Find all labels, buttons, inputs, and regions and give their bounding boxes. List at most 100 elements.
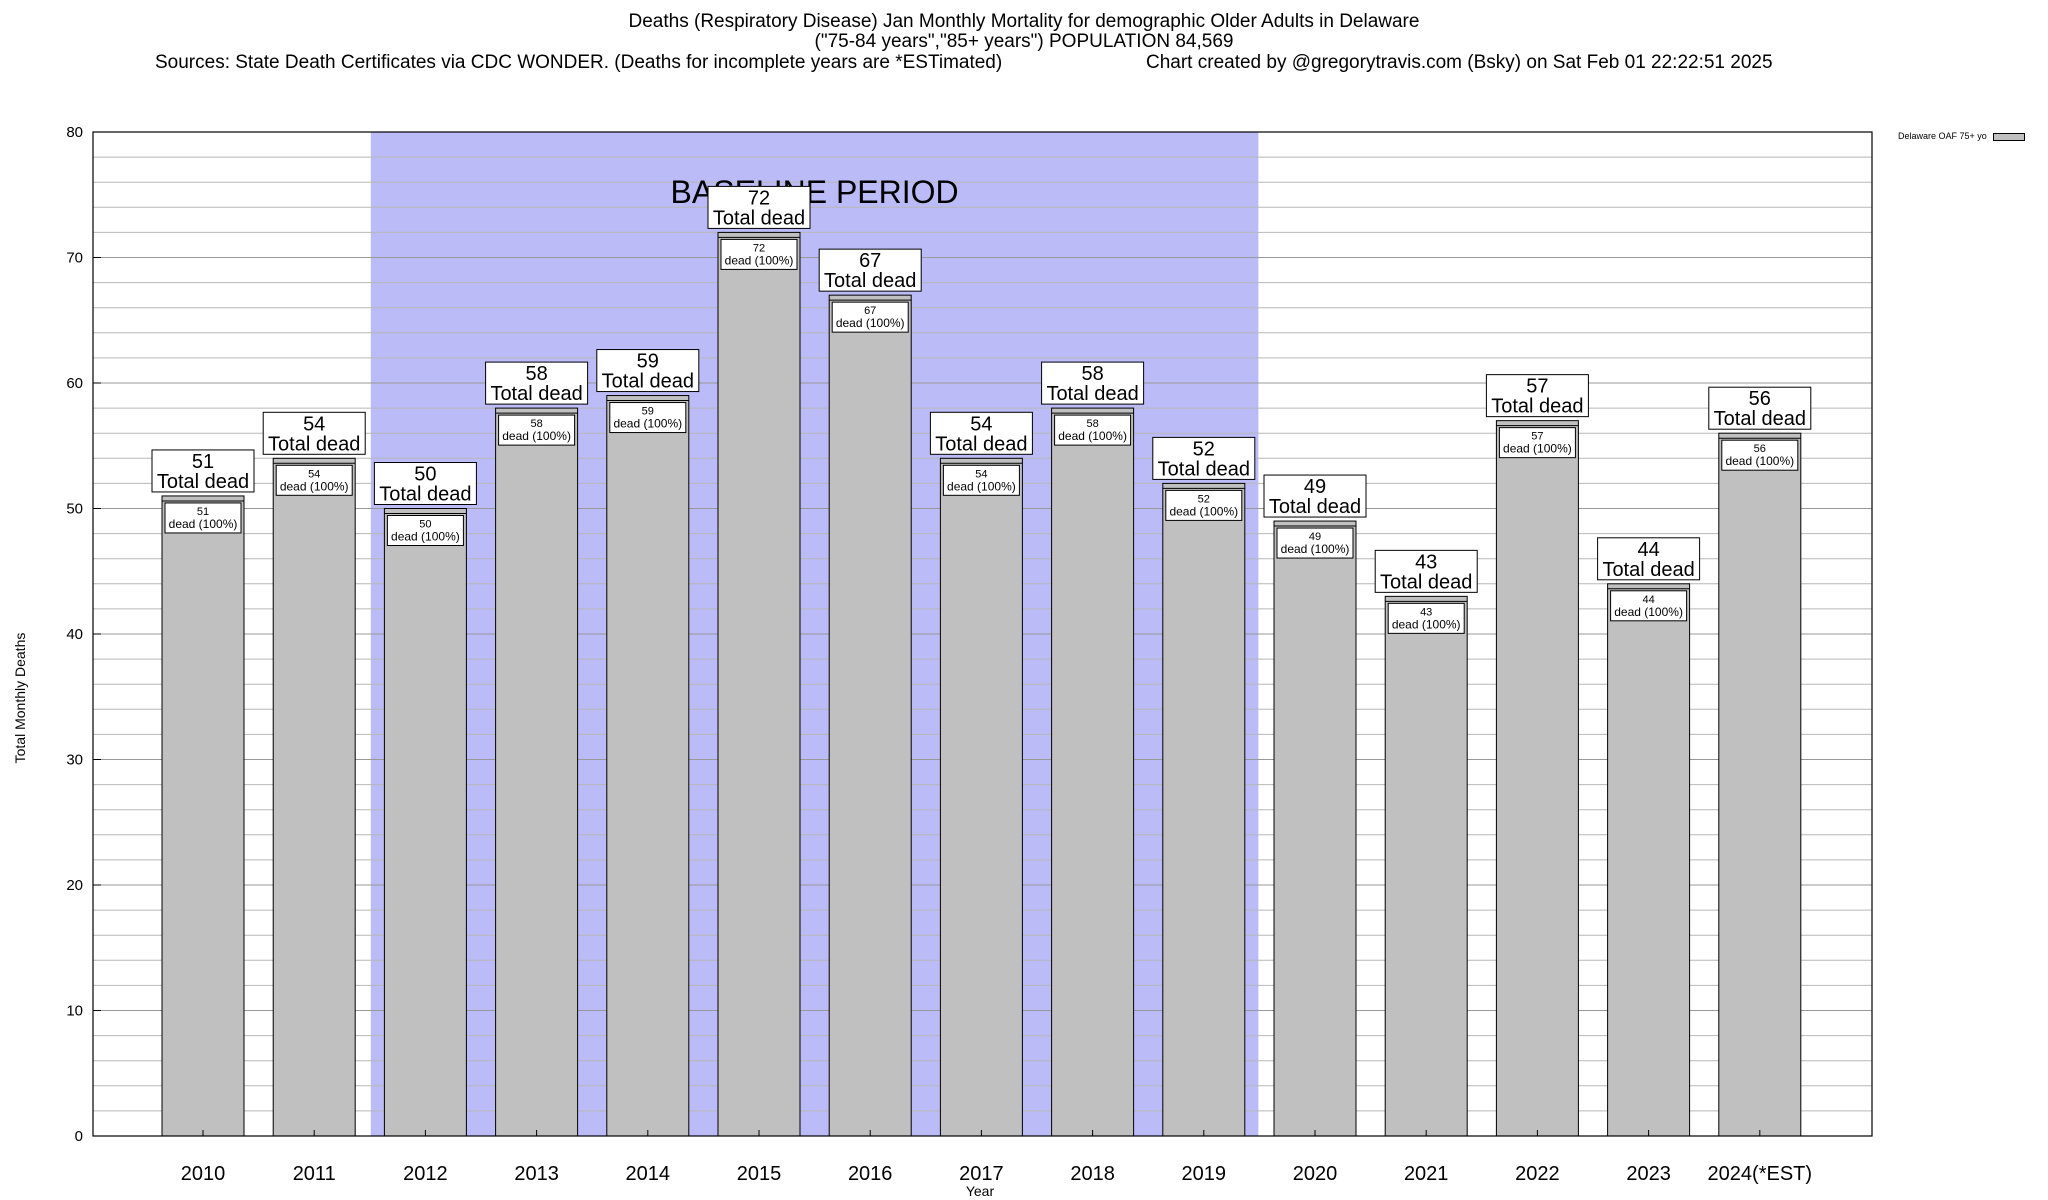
- inner-dead-label: dead (100%): [1169, 504, 1238, 518]
- inner-label-box: [1054, 414, 1132, 446]
- total-value-label: 54: [970, 413, 992, 435]
- inner-label-box: [1276, 527, 1354, 559]
- total-value-label: 58: [525, 363, 547, 385]
- total-label-box: [1374, 549, 1478, 593]
- title-line-1: Deaths (Respiratory Disease) Jan Monthly…: [628, 11, 1420, 32]
- total-dead-label: Total dead: [1380, 571, 1472, 593]
- inner-dead-label: dead (100%): [725, 253, 794, 267]
- total-value-label: 50: [414, 464, 436, 486]
- title-line-2: ("75-84 years","85+ years") POPULATION 8…: [814, 31, 1234, 52]
- bar: [272, 457, 356, 1137]
- total-label-box: [707, 185, 811, 229]
- inner-value-label: 58: [530, 418, 542, 430]
- total-dead-label: Total dead: [713, 207, 805, 229]
- y-tick-label: 80: [66, 124, 83, 141]
- total-label-box: [1485, 374, 1589, 418]
- y-tick-label: 50: [66, 501, 83, 518]
- inner-label-box: [275, 464, 353, 496]
- inner-value-label: 56: [1754, 443, 1766, 455]
- x-tick-label: 2024(*EST): [1708, 1163, 1813, 1185]
- bar: [1607, 583, 1691, 1137]
- inner-dead-label: dead (100%): [280, 479, 349, 493]
- inner-label-box: [1387, 602, 1465, 634]
- inner-dead-label: dead (100%): [1281, 542, 1350, 556]
- total-label-box: [1263, 474, 1367, 518]
- y-tick-label: 10: [66, 1003, 83, 1020]
- bar: [717, 231, 801, 1137]
- total-dead-label: Total dead: [935, 433, 1027, 455]
- inner-value-label: 57: [1531, 431, 1543, 443]
- y-tick-label: 60: [66, 375, 83, 392]
- x-tick-label: 2012: [403, 1163, 448, 1185]
- inner-dead-label: dead (100%): [613, 417, 682, 431]
- total-label-box: [1597, 537, 1701, 581]
- bar: [495, 407, 579, 1137]
- inner-label-box: [164, 502, 242, 534]
- total-value-label: 49: [1304, 476, 1326, 498]
- total-label-box: [596, 349, 700, 393]
- x-tick-label: 2011: [293, 1163, 336, 1185]
- bar: [1273, 520, 1357, 1137]
- total-label-box: [485, 361, 589, 405]
- total-dead-label: Total dead: [602, 371, 694, 393]
- legend-swatch: [1992, 132, 2025, 141]
- inner-label-box: [1498, 427, 1576, 459]
- inner-value-label: 43: [1420, 606, 1432, 618]
- total-value-label: 43: [1415, 551, 1437, 573]
- inner-value-label: 59: [642, 406, 654, 418]
- x-tick-label: 2013: [514, 1163, 559, 1185]
- total-dead-label: Total dead: [379, 484, 471, 506]
- inner-dead-label: dead (100%): [1503, 442, 1572, 456]
- inner-value-label: 72: [753, 242, 765, 254]
- total-value-label: 57: [1526, 376, 1548, 398]
- total-value-label: 56: [1749, 388, 1771, 410]
- inner-dead-label: dead (100%): [1392, 617, 1461, 631]
- bar: [383, 508, 467, 1137]
- x-tick-label: 2022: [1515, 1163, 1560, 1185]
- bar: [1384, 595, 1468, 1137]
- inner-dead-label: dead (100%): [502, 429, 571, 443]
- inner-value-label: 44: [1642, 594, 1654, 606]
- inner-dead-label: dead (100%): [169, 517, 238, 531]
- y-tick-label: 40: [66, 626, 83, 643]
- total-dead-label: Total dead: [1491, 396, 1583, 418]
- legend: Delaware OAF 75+ yo: [1898, 131, 2025, 141]
- total-dead-label: Total dead: [1158, 458, 1250, 480]
- total-label-box: [1041, 361, 1145, 405]
- total-label-box: [818, 248, 922, 292]
- inner-dead-label: dead (100%): [836, 316, 905, 330]
- total-value-label: 72: [748, 187, 770, 209]
- sources-note: Sources: State Death Certificates via CD…: [155, 52, 1003, 73]
- inner-value-label: 54: [308, 468, 320, 480]
- total-dead-label: Total dead: [490, 383, 582, 405]
- y-tick-label: 70: [66, 250, 83, 267]
- legend-label: Delaware OAF 75+ yo: [1898, 131, 1987, 141]
- total-value-label: 54: [303, 413, 325, 435]
- x-tick-label: 2018: [1070, 1163, 1115, 1185]
- bar: [1051, 407, 1135, 1137]
- total-dead-label: Total dead: [824, 270, 916, 292]
- credit-note: Chart created by @gregorytravis.com (Bsk…: [1146, 52, 1773, 73]
- inner-value-label: 52: [1198, 493, 1210, 505]
- inner-label-box: [498, 414, 576, 446]
- total-label-box: [1152, 436, 1256, 480]
- inner-value-label: 54: [975, 468, 987, 480]
- bar: [939, 457, 1023, 1137]
- total-label-box: [373, 462, 477, 505]
- total-value-label: 67: [859, 250, 881, 272]
- x-tick-label: 2010: [181, 1163, 226, 1185]
- inner-label-box: [942, 464, 1020, 496]
- x-tick-label: 2016: [848, 1163, 893, 1185]
- inner-value-label: 49: [1309, 531, 1321, 543]
- inner-dead-label: dead (100%): [1058, 429, 1127, 443]
- y-tick-label: 30: [66, 752, 83, 769]
- bar: [1718, 432, 1802, 1137]
- inner-value-label: 58: [1086, 418, 1098, 430]
- x-tick-label: 2023: [1626, 1163, 1671, 1185]
- total-value-label: 52: [1193, 438, 1215, 460]
- inner-label-box: [1721, 439, 1799, 471]
- total-value-label: 51: [192, 451, 214, 473]
- bar: [606, 395, 690, 1137]
- total-dead-label: Total dead: [1602, 559, 1694, 581]
